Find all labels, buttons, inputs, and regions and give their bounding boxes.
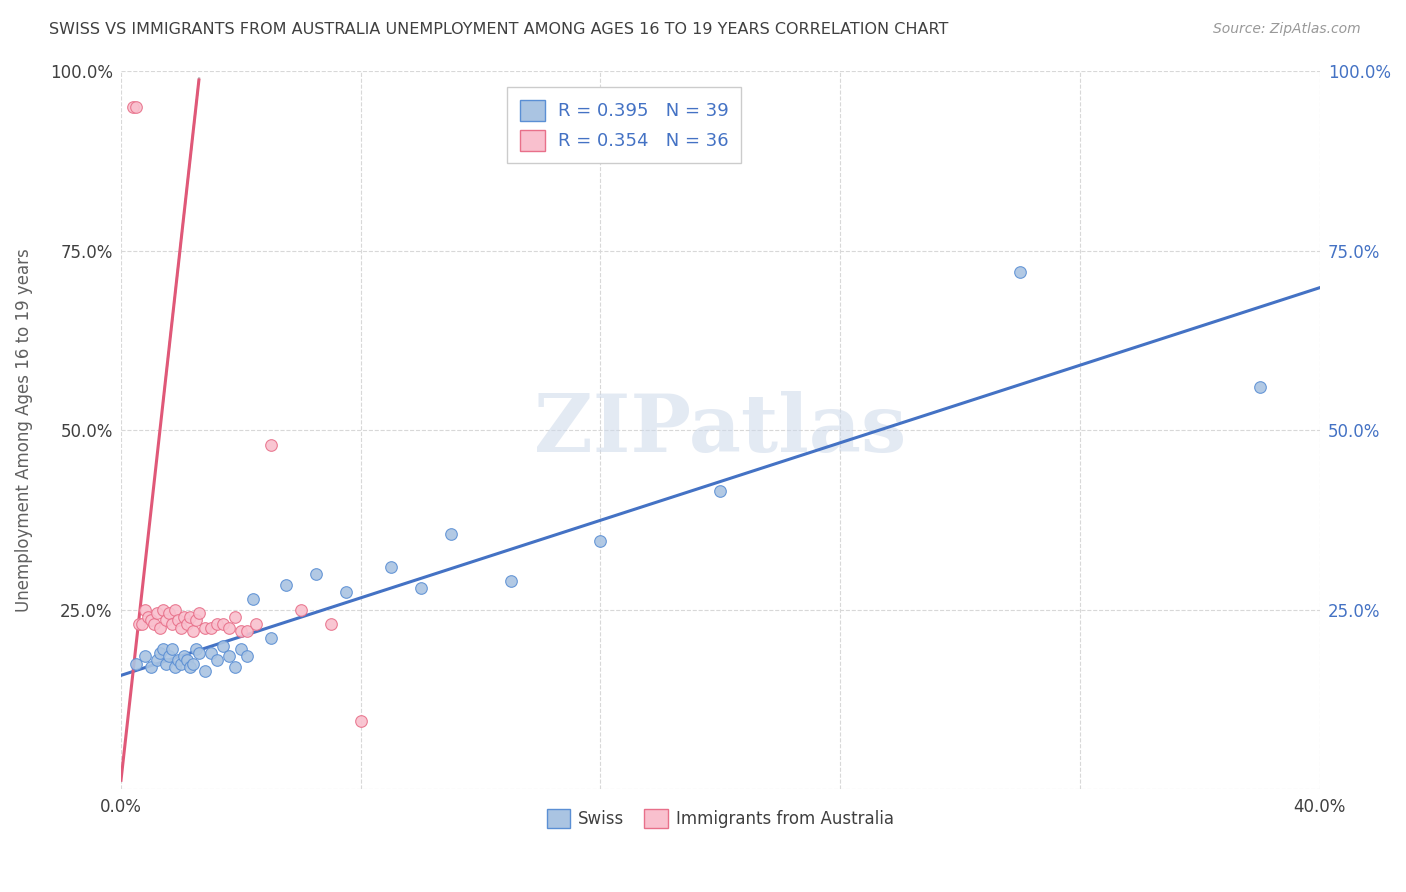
Point (143, 617, 166, 632)
Point (179, 610, 201, 624)
Text: SWISS VS IMMIGRANTS FROM AUSTRALIA UNEMPLOYMENT AMONG AGES 16 TO 19 YEARS CORREL: SWISS VS IMMIGRANTS FROM AUSTRALIA UNEMP… (49, 22, 949, 37)
Point (131, 617, 153, 632)
Point (205, 617, 228, 632)
Point (350, 714, 373, 728)
Point (160, 617, 183, 632)
Point (187, 607, 209, 621)
Point (176, 653, 198, 667)
Point (167, 614, 190, 628)
Point (157, 649, 180, 664)
Point (134, 602, 156, 616)
Point (274, 577, 297, 591)
Point (134, 649, 156, 664)
Point (122, 100, 145, 114)
Point (173, 649, 195, 664)
Point (184, 614, 207, 628)
Point (176, 617, 198, 632)
Point (149, 646, 172, 660)
Point (218, 649, 240, 664)
Point (125, 100, 148, 114)
Point (212, 639, 235, 653)
Point (305, 566, 328, 581)
Point (212, 617, 235, 632)
Text: Source: ZipAtlas.com: Source: ZipAtlas.com (1213, 22, 1361, 37)
Point (200, 621, 222, 635)
Point (1249, 380, 1271, 394)
Point (155, 657, 177, 671)
Point (146, 607, 169, 621)
Y-axis label: Unemployment Among Ages 16 to 19 years: Unemployment Among Ages 16 to 19 years (15, 248, 32, 612)
Point (224, 610, 246, 624)
Point (709, 484, 731, 499)
Point (335, 584, 357, 599)
Point (157, 607, 180, 621)
Point (236, 624, 259, 639)
Point (139, 614, 162, 628)
Point (139, 660, 162, 674)
Legend: Swiss, Immigrants from Australia: Swiss, Immigrants from Australia (540, 802, 901, 835)
Point (152, 642, 174, 657)
Point (155, 614, 177, 628)
Point (1008, 265, 1031, 279)
Point (173, 610, 195, 624)
Point (409, 581, 432, 595)
Point (160, 642, 183, 657)
Point (128, 617, 150, 632)
Point (319, 617, 342, 632)
Point (179, 660, 201, 674)
Point (152, 602, 174, 616)
Point (181, 657, 204, 671)
Point (184, 642, 207, 657)
Point (170, 657, 193, 671)
Point (167, 653, 190, 667)
Point (229, 642, 252, 657)
Point (218, 621, 240, 635)
Point (194, 664, 217, 678)
Point (146, 653, 169, 667)
Point (194, 621, 217, 635)
Point (187, 646, 209, 660)
Point (260, 437, 283, 451)
Point (136, 610, 159, 624)
Point (589, 534, 612, 549)
Point (163, 602, 186, 616)
Point (380, 559, 402, 574)
Point (499, 574, 522, 588)
Point (181, 624, 204, 639)
Point (149, 621, 172, 635)
Point (229, 624, 252, 639)
Point (290, 602, 312, 616)
Point (163, 660, 186, 674)
Point (236, 649, 259, 664)
Point (245, 617, 267, 632)
Point (440, 527, 463, 541)
Text: ZIPatlas: ZIPatlas (534, 391, 907, 469)
Point (200, 646, 222, 660)
Point (205, 653, 228, 667)
Point (224, 660, 246, 674)
Point (170, 621, 193, 635)
Point (125, 657, 148, 671)
Point (260, 632, 283, 646)
Point (242, 591, 264, 606)
